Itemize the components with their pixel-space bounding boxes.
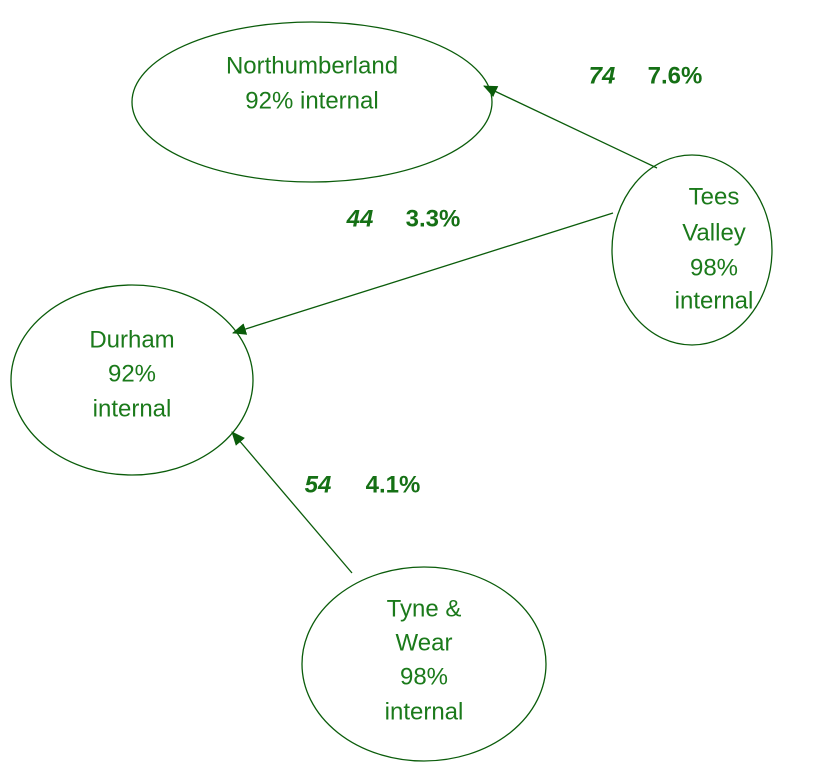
edge-share: 4.1% (366, 471, 421, 498)
edge (483, 85, 658, 169)
node-label: internal (93, 395, 172, 422)
node-northumberland (131, 21, 493, 183)
edge (231, 431, 353, 574)
edge-count: 54 (305, 471, 332, 498)
node-label: Northumberland (226, 52, 398, 79)
node-label: 98% (400, 663, 448, 690)
node-label: internal (675, 287, 754, 314)
node-label: internal (385, 698, 464, 725)
edge-share: 3.3% (406, 205, 461, 232)
node-label: 92% internal (245, 87, 378, 114)
node-label: Wear (396, 629, 453, 656)
node-label: Tyne & (387, 595, 462, 622)
node-label: Valley (682, 219, 746, 246)
edge-count: 44 (346, 205, 374, 232)
node-label: Tees (689, 183, 740, 210)
node-durham (10, 284, 254, 476)
node-label: Durham (89, 326, 174, 353)
edge (232, 212, 614, 335)
edge-count: 74 (589, 62, 616, 89)
node-tees-valley (611, 154, 773, 346)
node-label: 98% (690, 254, 738, 281)
node-label: 92% (108, 360, 156, 387)
edge-share: 7.6% (648, 62, 703, 89)
node-tyne-wear (301, 566, 547, 762)
